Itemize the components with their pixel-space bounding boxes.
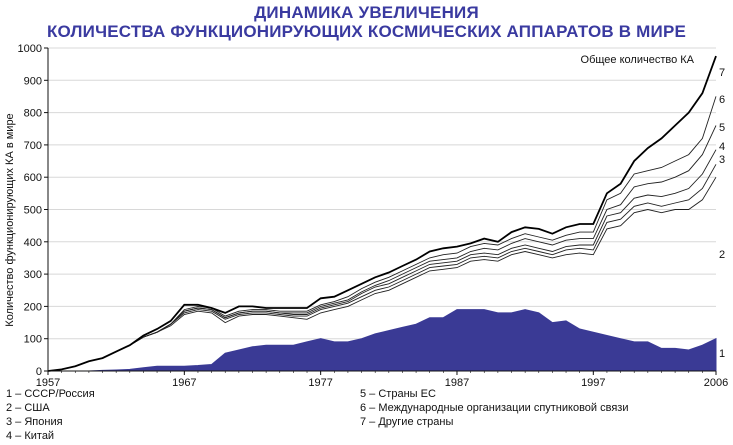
gridlines	[48, 47, 716, 340]
y-tick-label: 600	[24, 172, 42, 184]
series-1-area	[48, 309, 717, 372]
legend-left: 1 – СССР/Россия 2 – США 3 – Япония 4 – К…	[6, 387, 95, 443]
chart-title: ДИНАМИКА УВЕЛИЧЕНИЯ	[254, 3, 479, 22]
y-tick-label: 0	[36, 366, 42, 378]
y-tick-label: 500	[24, 205, 42, 217]
x-tick-label: 1967	[172, 377, 196, 389]
series-label-4: 4	[719, 141, 725, 153]
y-tick-label: 400	[24, 237, 42, 249]
y-tick-label: 300	[24, 269, 42, 281]
y-tick-label: 100	[24, 334, 42, 346]
series-label-2: 2	[719, 249, 725, 261]
series-label-5: 5	[719, 122, 725, 134]
axes: 0 100 200 300 400 500 600 700 800 900 1000 1957 1967…	[18, 43, 729, 389]
legend-entry: 1 – СССР/Россия	[6, 388, 95, 400]
legend-entry: 6 – Международные организации спутниково…	[360, 402, 629, 414]
series-7-line	[47, 55, 717, 372]
x-tick-label: 1997	[581, 377, 605, 389]
series-6-line	[47, 96, 717, 372]
legend-entry: 7 – Другие страны	[360, 416, 454, 428]
series-label-1: 1	[719, 348, 725, 360]
legend-right: 5 – Страны ЕС 6 – Международные организа…	[360, 387, 629, 429]
legend-entry: 5 – Страны ЕС	[360, 388, 436, 400]
x-tick-label: 1977	[308, 377, 332, 389]
x-tick-label: 1957	[36, 377, 60, 389]
y-axis-label: Количество функционирующих КА в мире	[4, 113, 16, 326]
plot-area	[47, 55, 717, 372]
legend-entry: 3 – Япония	[6, 416, 63, 428]
y-tick-label: 200	[24, 301, 42, 313]
series-label-7: 7	[719, 67, 725, 79]
series-label-6: 6	[719, 94, 725, 106]
x-tick-label: 2006	[704, 377, 728, 389]
total-series-label: Общее количество КА	[581, 54, 695, 66]
y-tick-label: 1000	[18, 43, 42, 55]
y-tick-label: 700	[24, 140, 42, 152]
y-tick-label: 900	[24, 75, 42, 87]
chart-subtitle: КОЛИЧЕСТВА ФУНКЦИОНИРУЮЩИХ КОСМИЧЕСКИХ А…	[46, 22, 687, 41]
y-tick-label: 800	[24, 108, 42, 120]
x-tick-label: 1987	[445, 377, 469, 389]
legend-entry: 4 – Китай	[6, 430, 55, 442]
series-label-3: 3	[719, 154, 725, 166]
legend-entry: 2 – США	[6, 402, 50, 414]
